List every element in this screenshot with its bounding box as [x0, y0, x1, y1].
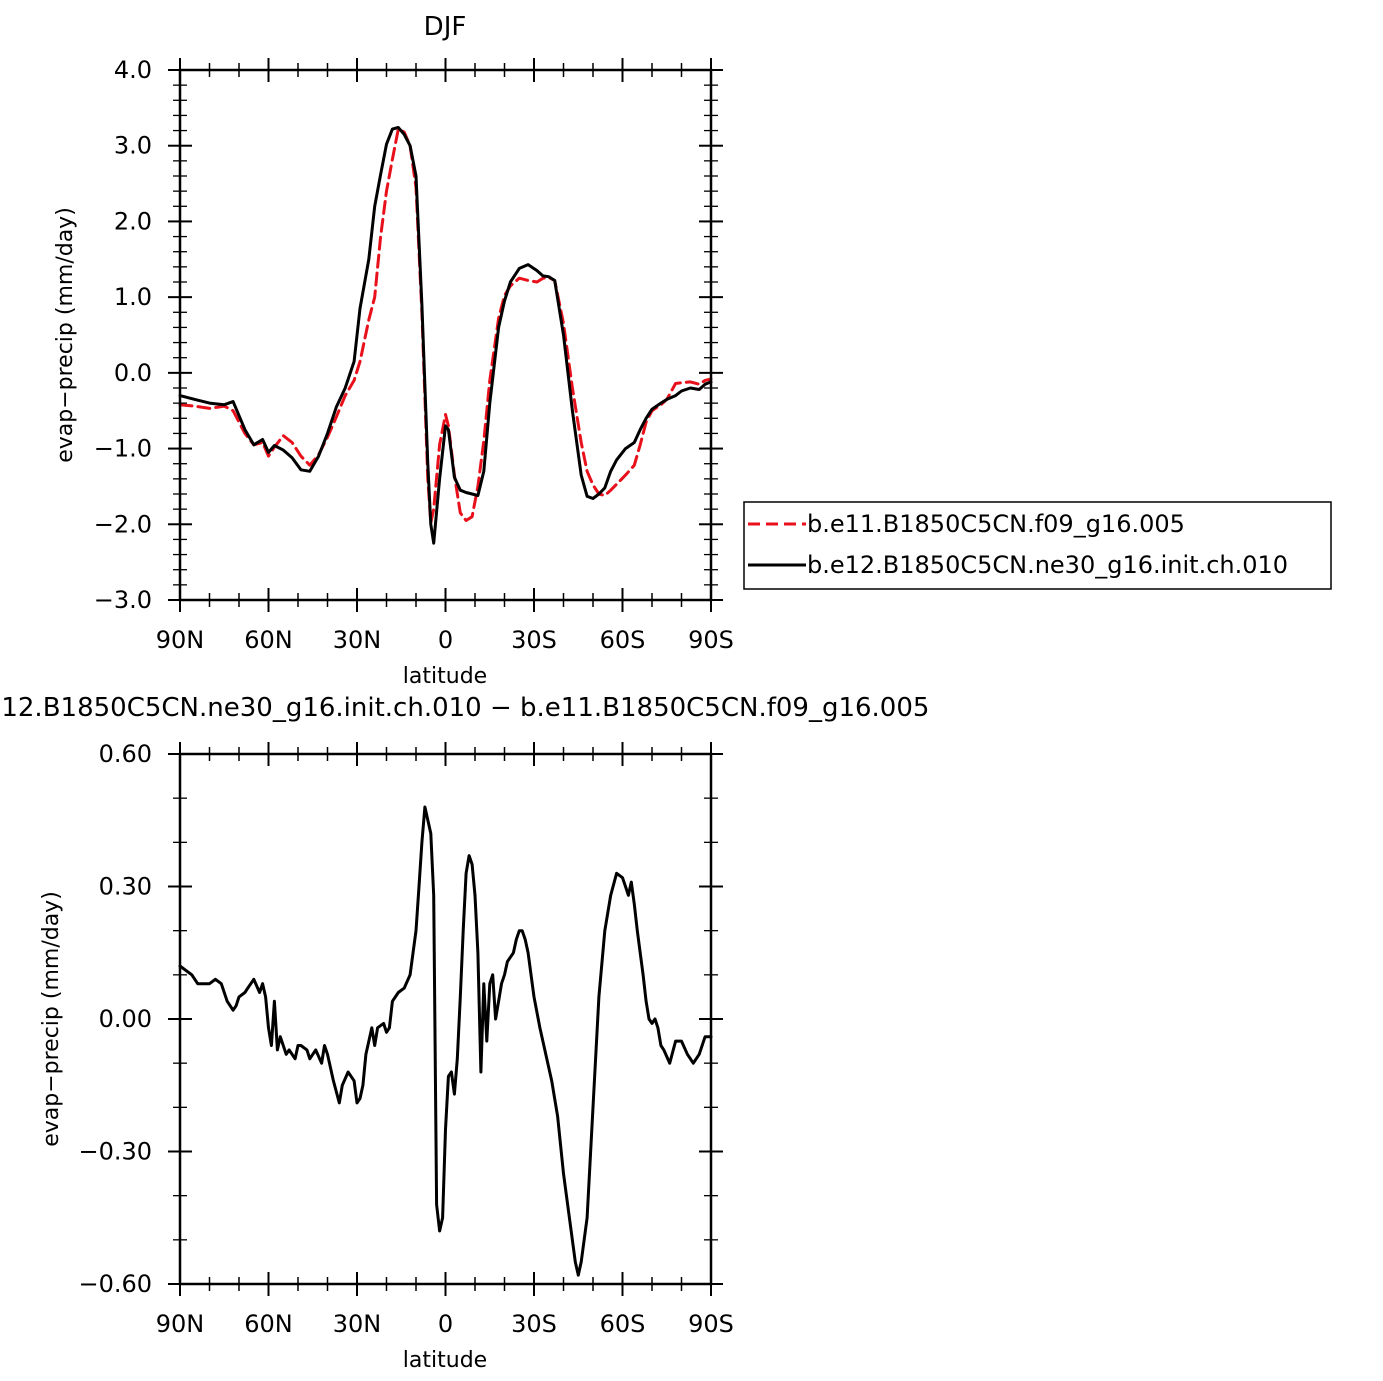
top-y-tick-label: 0.0	[114, 359, 152, 387]
bottom-x-tick-label: 60N	[244, 1310, 293, 1338]
top-x-axis-label: latitude	[403, 664, 487, 689]
top-x-tick-label: 60S	[600, 626, 646, 654]
bottom-y-tick-label: −0.30	[78, 1138, 152, 1166]
bottom-series-line-1	[178, 805, 713, 1277]
top-y-axis-label: evap−precip (mm/day)	[53, 207, 78, 463]
legend: b.e11.B1850C5CN.f09_g16.005 b.e12.B1850C…	[743, 501, 1332, 590]
top-panel: DJF 90N 60N 30N 0 30S 60S 90S 4.0 3.0 2.0 1.0 0.0 −1…	[53, 12, 1332, 689]
top-y-tick-label: 2.0	[114, 207, 152, 235]
top-chart-title: DJF	[424, 12, 467, 42]
bottom-x-tick-label: 90S	[688, 1310, 734, 1338]
bottom-x-tick-label: 60S	[600, 1310, 646, 1338]
legend-label-series-2: b.e12.B1850C5CN.ne30_g16.init.ch.010	[807, 551, 1288, 579]
top-y-tick-label: −1.0	[94, 435, 152, 463]
top-x-tick-label: 90S	[688, 626, 734, 654]
bottom-y-tick-label: −0.60	[78, 1270, 152, 1298]
bottom-y-tick-label: 0.00	[99, 1005, 152, 1033]
top-x-tick-label: 0	[438, 626, 453, 654]
bottom-chart-title: b.e12.B1850C5CN.ne30_g16.init.ch.010 − b…	[0, 693, 929, 723]
bottom-y-axis-label: evap−precip (mm/day)	[39, 891, 64, 1147]
legend-label-series-1: b.e11.B1850C5CN.f09_g16.005	[807, 510, 1185, 538]
bottom-x-tick-label: 90N	[156, 1310, 205, 1338]
top-y-tick-label: −3.0	[94, 586, 152, 614]
bottom-y-tick-label: 0.60	[99, 740, 152, 768]
bottom-plot-frame	[178, 752, 713, 1286]
bottom-y-tick-label: 0.30	[99, 873, 152, 901]
top-x-tick-label: 60N	[244, 626, 293, 654]
top-x-tick-label: 30S	[511, 626, 557, 654]
top-series-line-2	[178, 126, 713, 545]
bottom-x-tick-label: 0	[438, 1310, 453, 1338]
legend-box	[743, 501, 1332, 590]
top-y-tick-label: 4.0	[114, 56, 152, 84]
top-x-tick-label: 90N	[156, 626, 205, 654]
top-y-tick-label: 3.0	[114, 132, 152, 160]
top-plot-frame	[178, 68, 713, 602]
top-series-line-1	[178, 127, 713, 525]
bottom-x-axis-label: latitude	[403, 1348, 487, 1373]
bottom-panel: b.e12.B1850C5CN.ne30_g16.init.ch.010 − b…	[0, 693, 929, 1373]
top-x-tick-label: 30N	[333, 626, 382, 654]
top-y-tick-label: 1.0	[114, 283, 152, 311]
bottom-x-tick-label: 30S	[511, 1310, 557, 1338]
bottom-x-tick-label: 30N	[333, 1310, 382, 1338]
top-y-tick-label: −2.0	[94, 510, 152, 538]
